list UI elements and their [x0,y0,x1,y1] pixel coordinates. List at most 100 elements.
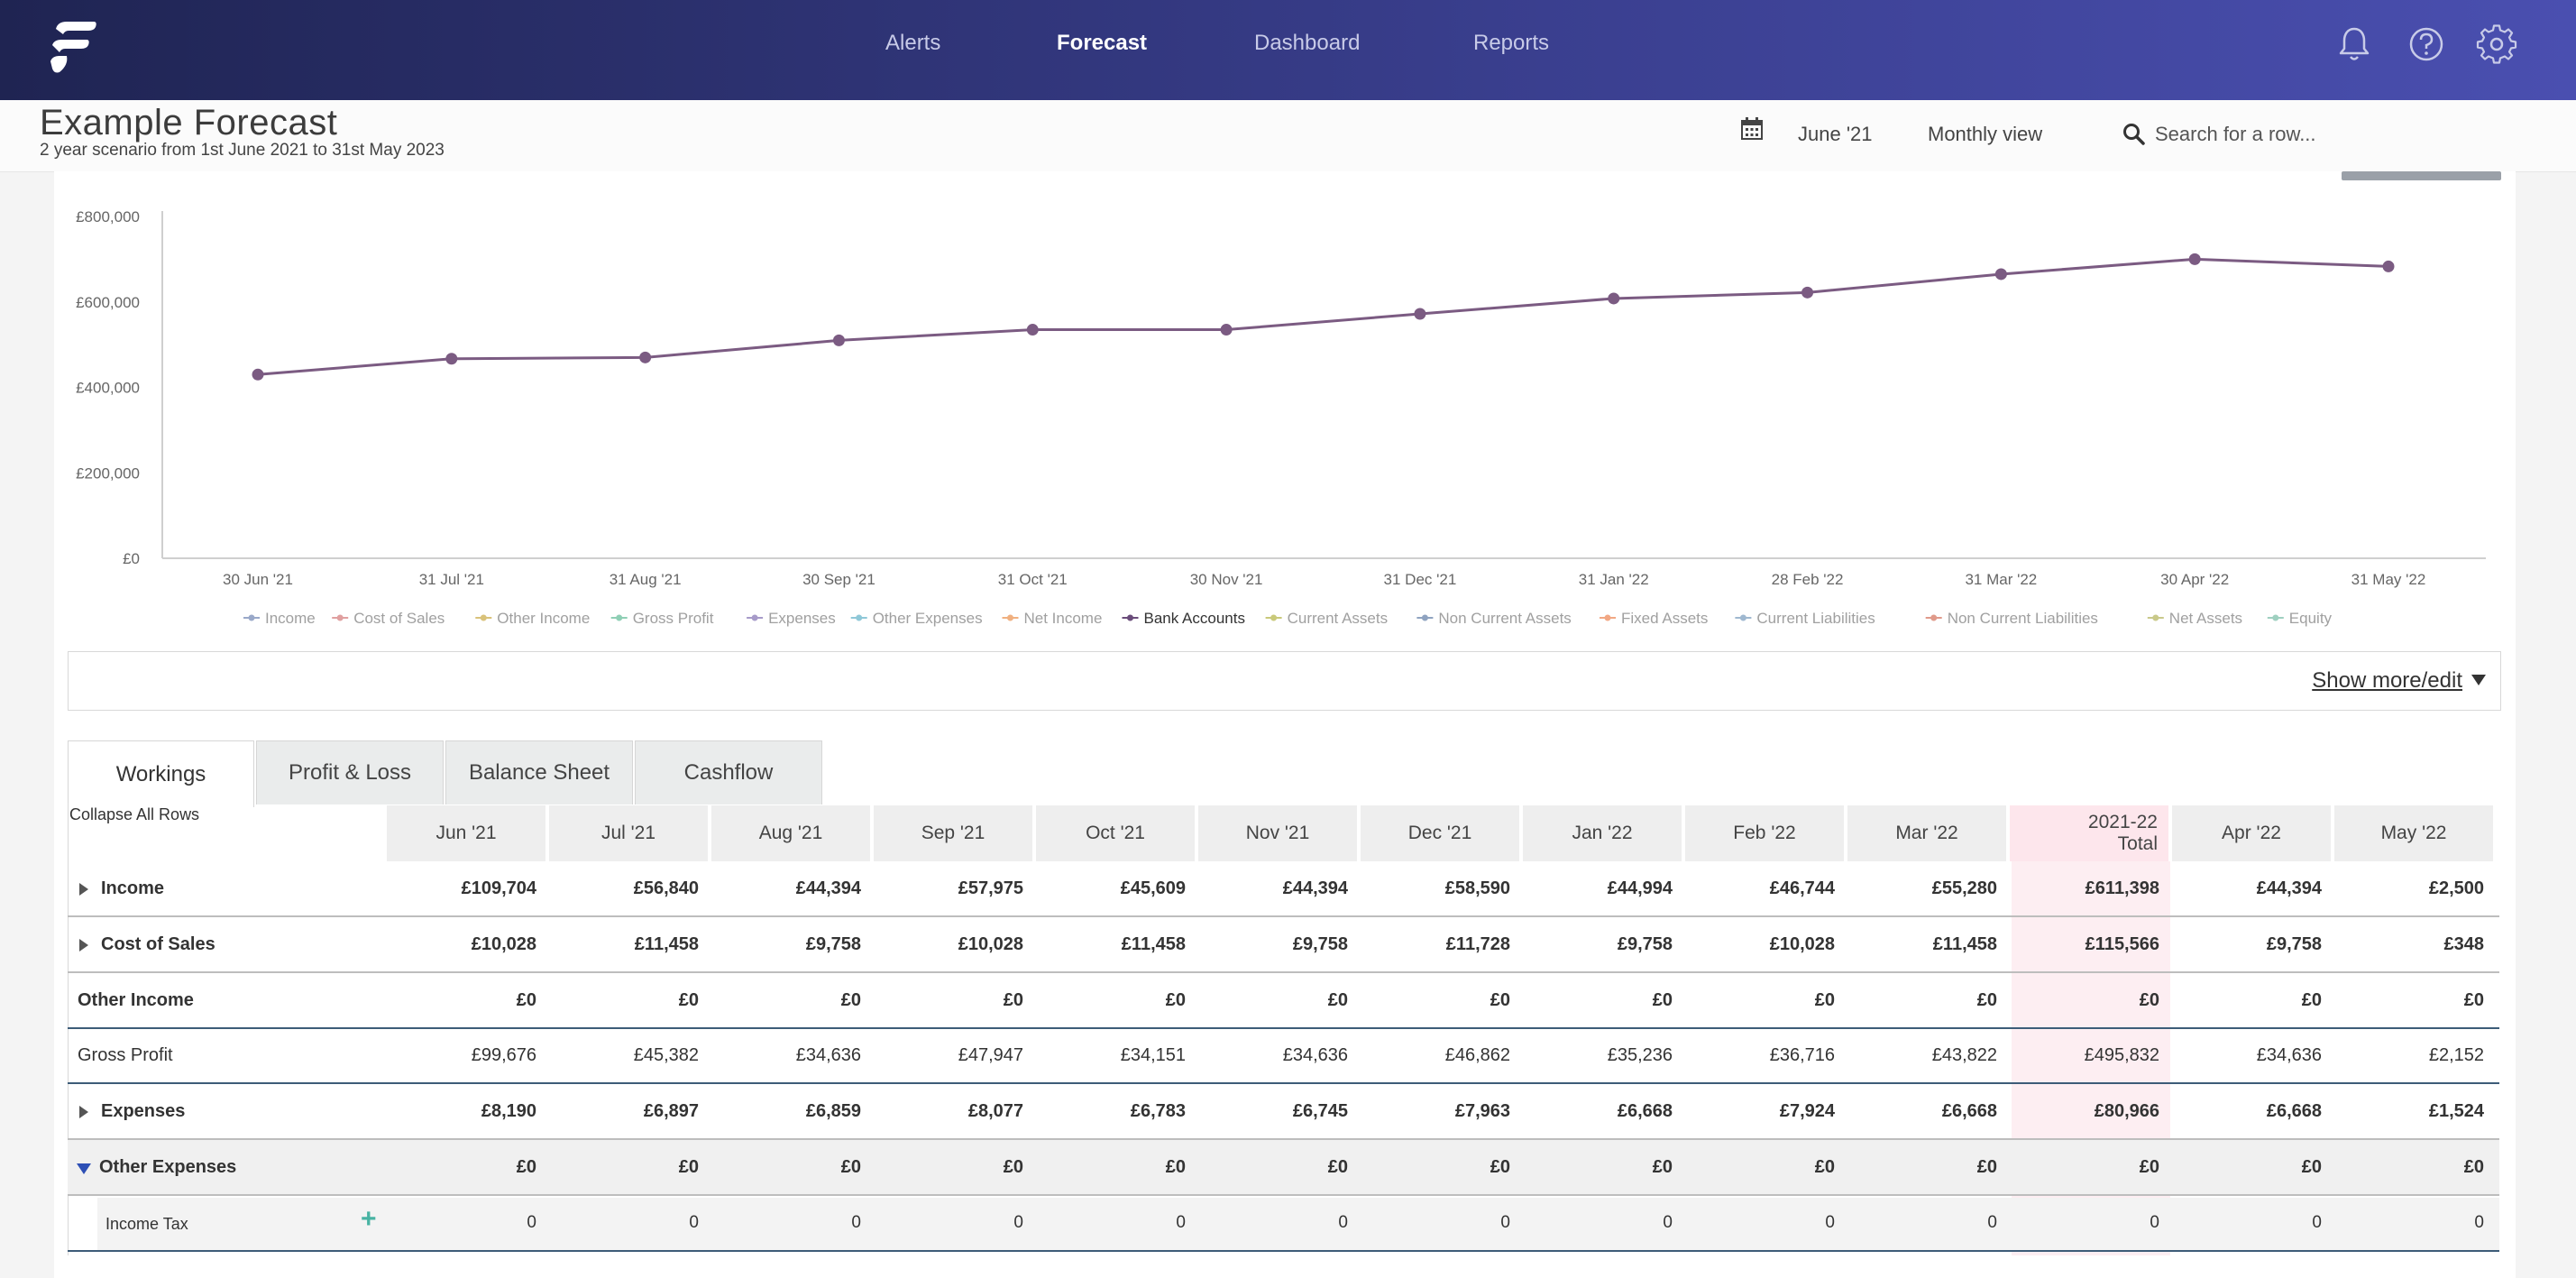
table-cell[interactable]: £44,394 [1282,878,1348,898]
table-cell[interactable]: £0 [2301,1157,2322,1177]
table-cell[interactable]: 0 [2150,1213,2159,1232]
table-cell[interactable]: £2,152 [2428,1045,2484,1065]
table-cell[interactable]: £0 [840,990,861,1010]
legend-item[interactable]: Fixed Assets [1621,610,1708,627]
bell-icon[interactable] [2333,23,2375,65]
collapse-all-rows-link[interactable]: Collapse All Rows [69,805,200,823]
table-cell[interactable]: £9,758 [805,934,861,954]
legend-item[interactable]: Equity [2289,610,2333,627]
table-cell[interactable]: £57,975 [958,878,1023,898]
table-cell[interactable]: £11,458 [1121,934,1186,954]
table-cell[interactable]: £0 [1003,990,1023,1010]
table-cell[interactable]: £109,704 [461,878,536,898]
table-cell[interactable]: £34,636 [2256,1045,2322,1065]
table-cell[interactable]: £45,609 [1120,878,1186,898]
table-cell[interactable]: £2,500 [2428,878,2484,898]
table-cell[interactable]: 0 [1663,1213,1673,1232]
table-cell[interactable]: 0 [2312,1213,2322,1232]
tab-cashflow[interactable]: Cashflow [635,740,822,804]
table-cell[interactable]: 0 [1987,1213,1997,1232]
table-cell[interactable]: £80,966 [2094,1101,2159,1121]
table-cell[interactable]: 0 [1500,1213,1510,1232]
expand-row-icon[interactable] [79,939,88,952]
nav-alerts[interactable]: Alerts [885,31,941,55]
table-cell[interactable]: £11,458 [634,934,699,954]
table-cell[interactable]: £56,840 [633,878,699,898]
add-row-icon[interactable]: + [361,1204,377,1234]
table-cell[interactable]: £44,994 [1607,878,1673,898]
table-cell[interactable]: £0 [1652,990,1673,1010]
calendar-icon[interactable] [1740,116,1764,142]
table-cell[interactable]: £47,947 [958,1045,1023,1065]
table-cell[interactable]: £46,744 [1769,878,1835,898]
legend-item[interactable]: Gross Profit [633,610,714,627]
table-cell[interactable]: £10,028 [958,934,1023,954]
view-selector[interactable]: Monthly view [1928,123,2043,145]
table-cell[interactable]: 0 [851,1213,861,1232]
row-label[interactable]: Cost of Sales [101,934,215,954]
table-cell[interactable]: £0 [2463,990,2484,1010]
table-cell[interactable]: £9,758 [2266,934,2322,954]
table-cell[interactable]: 0 [2474,1213,2484,1232]
table-cell[interactable]: £348 [2443,934,2485,954]
table-cell[interactable]: £0 [1327,990,1348,1010]
legend-item[interactable]: Non Current Liabilities [1948,610,2098,627]
table-cell[interactable]: £8,077 [967,1101,1023,1121]
table-cell[interactable]: £6,783 [1130,1101,1186,1121]
table-cell[interactable]: 0 [689,1213,699,1232]
row-label[interactable]: Other Expenses [99,1157,237,1177]
table-cell[interactable]: £0 [678,1157,699,1177]
table-cell[interactable]: £34,636 [1282,1045,1348,1065]
table-cell[interactable]: £495,832 [2084,1045,2159,1065]
table-cell[interactable]: £0 [840,1157,861,1177]
table-cell[interactable]: £0 [2139,990,2159,1010]
table-cell[interactable]: £0 [1490,1157,1510,1177]
table-cell[interactable]: £46,862 [1444,1045,1510,1065]
table-cell[interactable]: £611,398 [2085,878,2159,898]
table-cell[interactable]: £7,924 [1779,1101,1835,1121]
legend-item[interactable]: Net Assets [2169,610,2242,627]
table-cell[interactable]: £45,382 [633,1045,699,1065]
table-cell[interactable]: £0 [1490,990,1510,1010]
table-cell[interactable]: £115,566 [2085,934,2159,954]
table-cell[interactable]: 0 [1825,1213,1835,1232]
legend-item[interactable]: Net Income [1024,610,1103,627]
table-cell[interactable]: £36,716 [1769,1045,1835,1065]
period-selector[interactable]: June '21 [1798,123,1873,145]
tab-balance-sheet[interactable]: Balance Sheet [445,740,633,804]
nav-dashboard[interactable]: Dashboard [1254,31,1361,55]
table-cell[interactable]: 0 [1013,1213,1023,1232]
caret-down-icon[interactable] [2471,675,2486,685]
table-cell[interactable]: £35,236 [1607,1045,1673,1065]
table-cell[interactable]: £99,676 [471,1045,536,1065]
row-label[interactable]: Expenses [101,1101,186,1121]
table-cell[interactable]: £6,668 [1941,1101,1997,1121]
table-cell[interactable]: £0 [2301,990,2322,1010]
row-label[interactable]: Gross Profit [78,1045,173,1065]
table-cell[interactable]: £6,897 [643,1101,699,1121]
row-label[interactable]: Other Income [78,990,194,1010]
table-cell[interactable]: £44,394 [795,878,861,898]
table-cell[interactable]: £34,151 [1120,1045,1186,1065]
legend-item[interactable]: Bank Accounts [1144,610,1245,627]
table-cell[interactable]: £1,524 [2428,1101,2484,1121]
nav-reports[interactable]: Reports [1473,31,1550,55]
table-cell[interactable]: £10,028 [1769,934,1835,954]
table-cell[interactable]: £43,822 [1931,1045,1997,1065]
table-cell[interactable]: £0 [1652,1157,1673,1177]
table-cell[interactable]: £6,668 [2266,1101,2322,1121]
table-cell[interactable]: £6,668 [1617,1101,1673,1121]
table-cell[interactable]: £0 [1165,990,1186,1010]
legend-item[interactable]: Cost of Sales [353,610,445,627]
table-cell[interactable]: £0 [1165,1157,1186,1177]
table-cell[interactable]: £0 [1327,1157,1348,1177]
table-cell[interactable]: £10,028 [471,934,536,954]
logo-icon[interactable] [47,18,101,76]
show-more-link[interactable]: Show more/edit [2312,668,2462,693]
help-icon[interactable] [2406,23,2447,65]
legend-item[interactable]: Other Income [497,610,590,627]
legend-item[interactable]: Other Expenses [873,610,983,627]
nav-forecast[interactable]: Forecast [1057,31,1148,55]
table-cell[interactable]: £6,859 [805,1101,861,1121]
search-input[interactable] [2153,117,2427,152]
